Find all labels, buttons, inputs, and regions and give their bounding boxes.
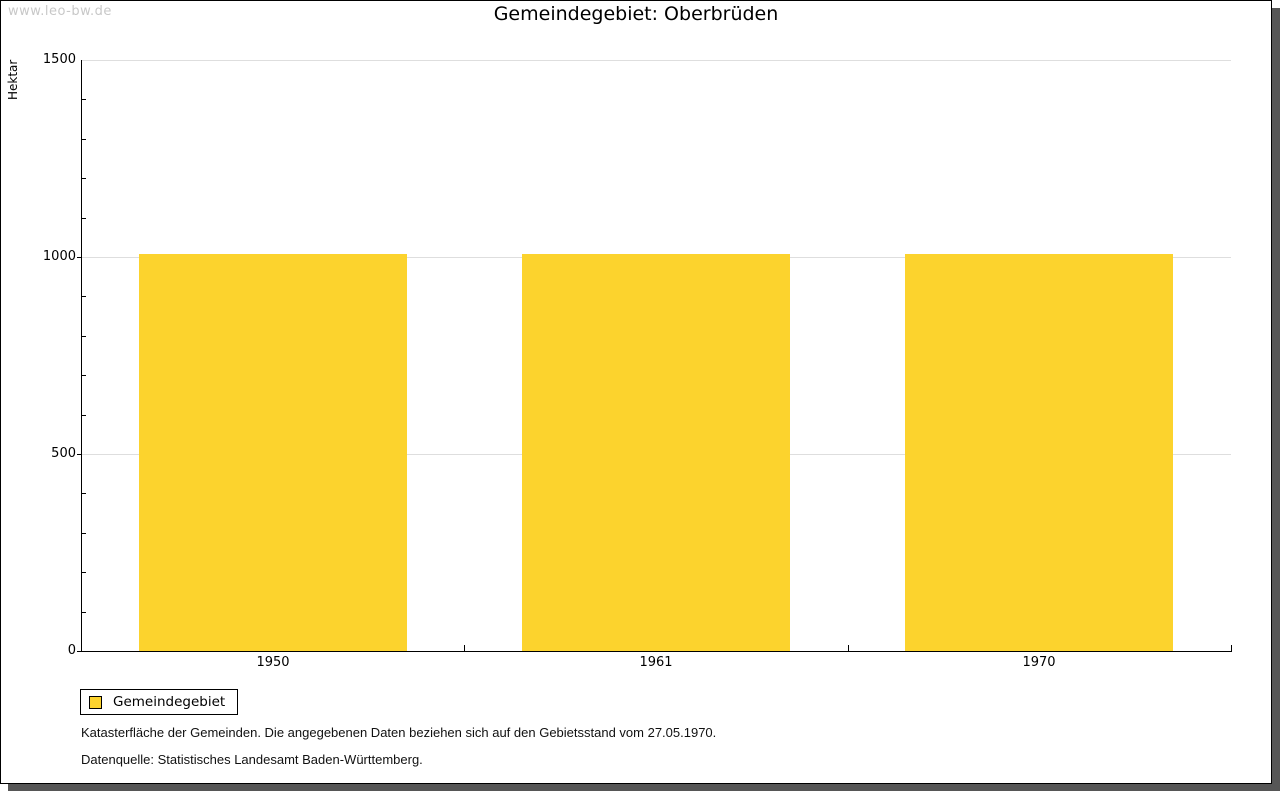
y-axis-major-tick xyxy=(77,454,81,455)
y-axis-minor-tick xyxy=(82,493,86,495)
footer-note: Katasterfläche der Gemeinden. Die angege… xyxy=(81,725,717,740)
bar xyxy=(905,253,1173,651)
chart-title: Gemeindegebiet: Oberbrüden xyxy=(493,3,779,25)
legend: Gemeindegebiet xyxy=(80,689,239,715)
y-axis-minor-tick xyxy=(82,138,86,140)
x-axis-end-cap xyxy=(1231,645,1232,651)
y-axis-tick-label: 0 xyxy=(67,643,76,658)
watermark: www.leo-bw.de xyxy=(8,4,112,19)
y-axis-tick-label: 1000 xyxy=(42,249,76,264)
bar xyxy=(139,253,407,651)
frame-shadow-bottom xyxy=(8,784,1280,791)
x-axis-boundary-tick xyxy=(848,645,849,651)
x-axis-tick-label: 1961 xyxy=(639,655,673,670)
y-axis-minor-tick xyxy=(82,296,86,298)
legend-label: Gemeindegebiet xyxy=(113,694,226,710)
x-axis-boundary-tick xyxy=(464,645,465,651)
y-axis-minor-tick xyxy=(82,375,86,377)
x-axis-tick-label: 1950 xyxy=(256,655,290,670)
legend-swatch-icon xyxy=(89,695,102,709)
y-axis-minor-tick xyxy=(82,572,86,574)
frame-shadow-right xyxy=(1272,8,1280,791)
y-axis-minor-tick xyxy=(82,611,86,613)
y-axis-minor-tick xyxy=(82,217,86,219)
y-axis-tick-label: 1500 xyxy=(42,52,76,67)
y-axis-major-tick xyxy=(77,257,81,258)
gridline xyxy=(82,60,1231,61)
y-axis-minor-tick xyxy=(82,414,86,416)
x-axis xyxy=(81,651,1232,652)
y-axis-minor-tick xyxy=(82,532,86,534)
y-axis-minor-tick xyxy=(82,178,86,180)
footer-source: Datenquelle: Statistisches Landesamt Bad… xyxy=(81,752,423,767)
x-axis-tick-label: 1970 xyxy=(1022,655,1056,670)
y-axis-tick-label: 500 xyxy=(51,446,76,461)
y-axis xyxy=(81,60,82,652)
y-axis-minor-tick xyxy=(82,99,86,101)
y-axis-minor-tick xyxy=(82,335,86,337)
bar xyxy=(522,253,790,651)
y-axis-major-tick xyxy=(77,651,81,652)
